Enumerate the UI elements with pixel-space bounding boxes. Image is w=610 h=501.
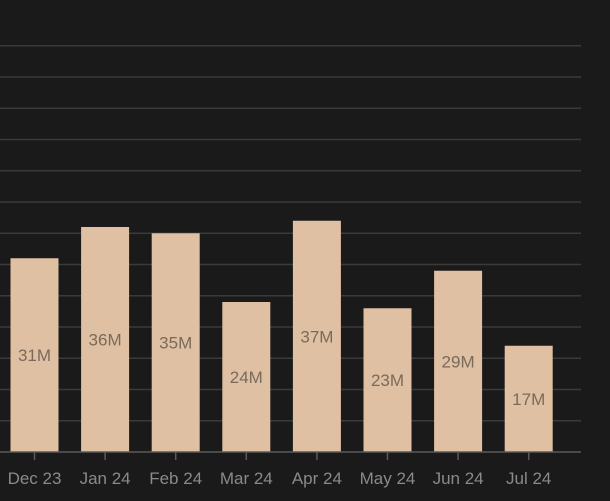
data-label: 23M: [371, 371, 404, 390]
bar: [292, 220, 341, 452]
data-label: 37M: [300, 327, 333, 346]
bar: [10, 258, 59, 452]
x-tick-label: Jan 24: [80, 469, 131, 488]
x-tick-label: Jun 24: [433, 469, 484, 488]
bar: [504, 345, 553, 452]
data-label: 29M: [442, 352, 475, 371]
data-label: 31M: [18, 346, 51, 365]
x-tick-label: Mar 24: [220, 469, 273, 488]
bars: [10, 220, 553, 452]
bar: [434, 270, 483, 452]
x-axis: Dec 23 Jan 24 Feb 24 Mar 24 Apr 24 May 24 Jun …: [0, 451, 581, 488]
data-label: 35M: [159, 334, 192, 353]
bar: [222, 302, 271, 452]
bar: [81, 227, 130, 452]
data-label: 36M: [89, 331, 122, 350]
data-label: 17M: [512, 390, 545, 409]
data-labels: 31M 36M 35M 24M 37M 23M 29M 17M: [18, 327, 545, 409]
data-label: 24M: [230, 368, 263, 387]
bar: [363, 308, 412, 452]
bar: [151, 233, 200, 452]
x-tick-label: May 24: [360, 469, 416, 488]
x-tick-label: Dec 23: [8, 469, 62, 488]
x-tick-label: Apr 24: [292, 469, 342, 488]
x-tick-label: Feb 24: [149, 469, 202, 488]
x-tick-label: Jul 24: [506, 469, 551, 488]
